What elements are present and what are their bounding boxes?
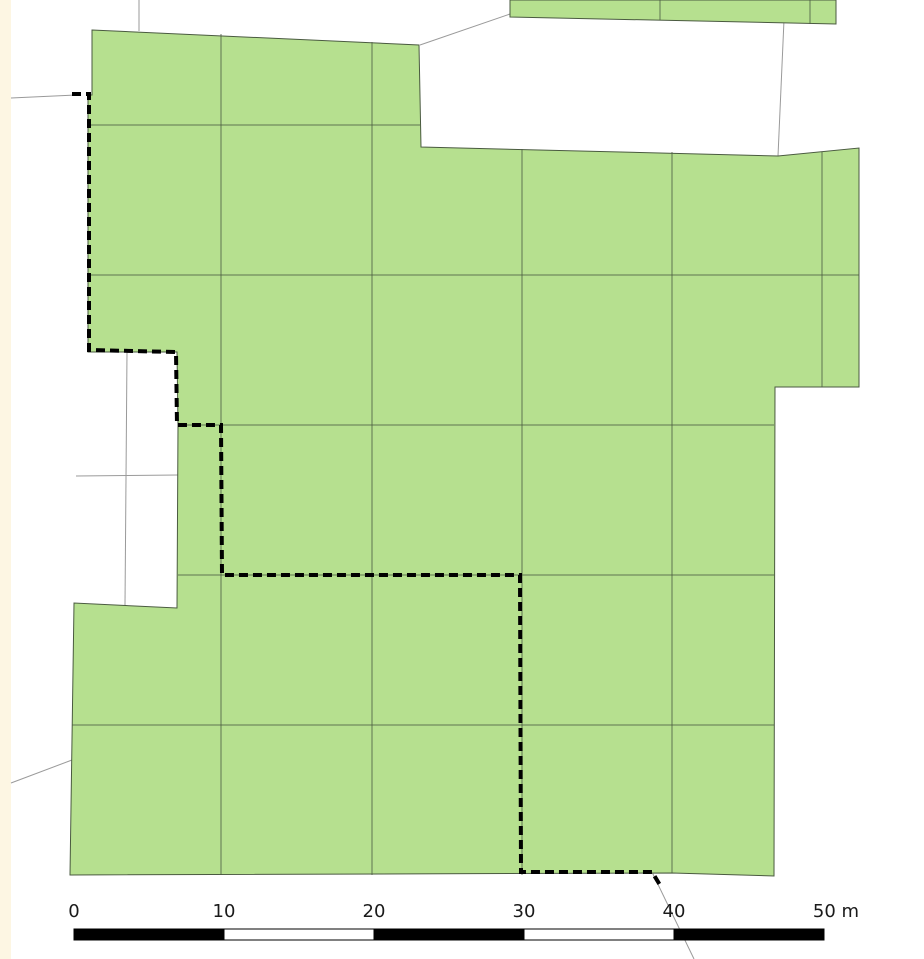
- dashed-boundary-line: [72, 92, 662, 887]
- page-edge-strip: [0, 0, 11, 959]
- scale-label-20: 20: [363, 901, 386, 922]
- scale-label-0: 0: [68, 901, 79, 922]
- road-lines: [10, 0, 785, 959]
- scale-label-40: 40: [663, 901, 686, 922]
- scale-label-50: 50 m: [813, 901, 859, 922]
- parcel-area: [69, 0, 860, 877]
- main-parcel: [69, 29, 860, 877]
- scale-segment-1: [73, 928, 225, 941]
- scale-segment-5: [673, 928, 825, 941]
- scale-segment-3: [373, 928, 525, 941]
- scale-segment-2: [223, 928, 375, 941]
- top-right-parcel-strip: [509, 0, 837, 25]
- scale-label-30: 30: [513, 901, 536, 922]
- scale-label-10: 10: [213, 901, 236, 922]
- scale-segment-4: [523, 928, 675, 941]
- scale-bar: 0 10 20 30 40 50 m: [68, 901, 859, 941]
- parcel-grid: [72, 0, 859, 875]
